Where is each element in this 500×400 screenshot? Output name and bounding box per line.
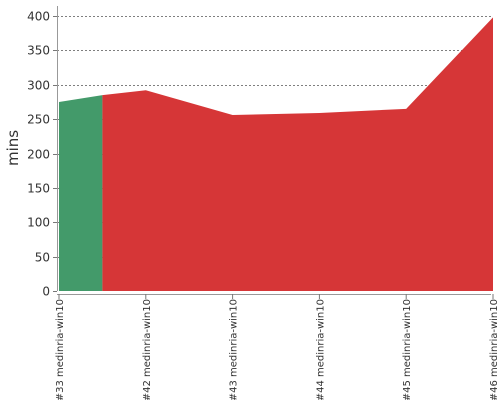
x-tick-label-3: #44 medinria-win10 [315, 299, 326, 400]
y-tick-label-200: 200 [27, 148, 50, 162]
x-tick-label-4: #45 medinria-win10 [402, 299, 413, 400]
chart-axes [57, 6, 491, 295]
x-tick-label-2: #43 medinria-win10 [229, 299, 240, 400]
y-axis-title: mins [4, 130, 22, 166]
y-tick-label-100: 100 [27, 216, 50, 230]
x-tick-labels: #33 medinria-win10 #42 medinria-win10 #43 … [55, 294, 500, 400]
y-tick-label-300: 300 [27, 79, 50, 93]
x-tick-label-0: #33 medinria-win10 [55, 299, 66, 400]
x-tick-label-1: #42 medinria-win10 [142, 299, 153, 400]
x-tick-label-5: #46 medinria-win10 [489, 299, 500, 400]
y-tick-label-400: 400 [27, 10, 50, 24]
y-tick-label-50: 50 [35, 251, 50, 265]
y-tick-label-150: 150 [27, 182, 50, 196]
y-tick-labels: 0 50 100 150 200 250 300 350 400 [27, 10, 57, 299]
y-tick-label-0: 0 [42, 285, 50, 299]
failure-area [102, 17, 494, 291]
success-area [59, 95, 103, 291]
y-tick-label-350: 350 [27, 44, 50, 58]
y-tick-label-250: 250 [27, 113, 50, 127]
chart-areas [59, 17, 494, 291]
